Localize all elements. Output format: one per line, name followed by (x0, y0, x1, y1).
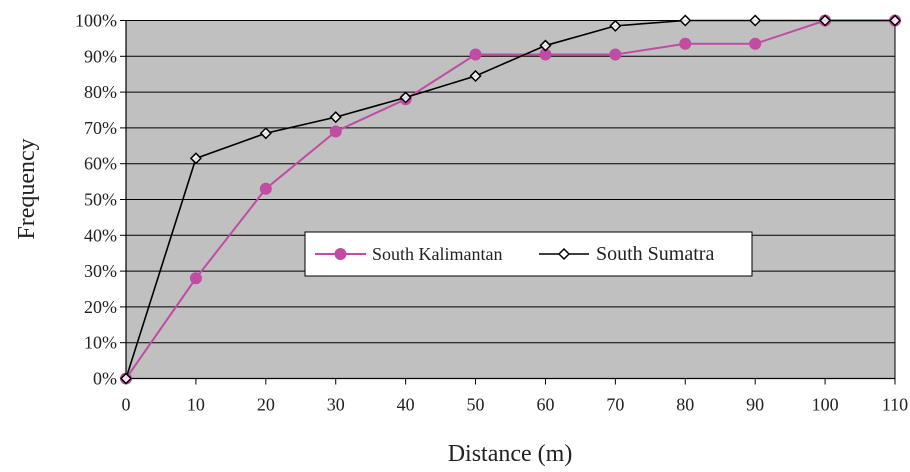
x-tick-label: 100 (812, 395, 839, 415)
y-tick-label: 70% (84, 118, 117, 138)
x-tick-label: 20 (257, 395, 275, 415)
data-point-south-kalimantan (329, 125, 342, 138)
data-point-south-kalimantan (749, 37, 762, 50)
y-tick-label: 40% (84, 225, 117, 245)
axes: 0% 10% 20% 30% 40% 50% 60% 70% 80% 90% 100% 0 10 20 30… (75, 11, 908, 415)
legend: South Kalimantan South Sumatra (304, 231, 753, 277)
legend-label-south-kalimantan: South Kalimantan (372, 244, 502, 264)
data-point-south-kalimantan (469, 48, 482, 61)
x-axis-label: Distance (m) (448, 441, 573, 467)
x-tick-label: 80 (676, 395, 694, 415)
y-tick-label: 20% (84, 297, 117, 317)
data-point-south-kalimantan (189, 272, 202, 285)
x-tick-label: 40 (397, 395, 415, 415)
legend-marker-south-sumatra (557, 247, 571, 261)
x-tick-label: 30 (327, 395, 345, 415)
y-tick-label: 60% (84, 154, 117, 174)
x-tick-label: 90 (746, 395, 764, 415)
y-tick-label: 10% (84, 333, 117, 353)
data-point-south-kalimantan (609, 48, 622, 61)
legend-box (304, 231, 753, 277)
data-point-south-sumatra (329, 111, 342, 124)
data-point-south-sumatra (609, 19, 622, 32)
y-tick-label: 80% (84, 82, 117, 102)
data-point-south-kalimantan (679, 37, 692, 50)
y-axis-label: Frequency (14, 138, 40, 239)
data-point-south-sumatra (679, 14, 692, 27)
y-tick-label: 30% (84, 261, 117, 281)
legend-label-south-sumatra: South Sumatra (596, 243, 714, 265)
data-point-south-sumatra (399, 91, 412, 104)
series-line-south-kalimantan (125, 19, 895, 380)
x-tick-label: 50 (467, 395, 485, 415)
series-south-sumatra (119, 14, 902, 385)
data-point-south-sumatra (189, 152, 202, 165)
x-tick-label: 0 (122, 395, 131, 415)
series-line-south-sumatra (125, 19, 895, 379)
data-point-south-sumatra (259, 127, 272, 140)
series (119, 14, 902, 385)
y-tick-label: 90% (84, 46, 117, 66)
data-point-south-sumatra (888, 14, 902, 27)
data-point-south-sumatra (119, 372, 133, 385)
data-point-south-sumatra (469, 69, 482, 83)
y-tick-label: 0% (93, 369, 117, 389)
y-tick-label: 100% (75, 11, 117, 31)
y-tick-label: 50% (84, 190, 117, 210)
data-point-south-sumatra (749, 14, 762, 27)
x-tick-label: 110 (882, 395, 908, 415)
data-point-south-sumatra (539, 39, 552, 52)
data-point-south-kalimantan (259, 182, 272, 195)
x-tick-label: 10 (187, 395, 205, 415)
data-point-south-kalimantan (539, 48, 552, 61)
x-tick-label: 70 (606, 395, 624, 415)
legend-marker-south-kalimantan (334, 248, 347, 260)
data-point-south-sumatra (819, 14, 832, 27)
x-tick-label: 60 (536, 395, 554, 415)
